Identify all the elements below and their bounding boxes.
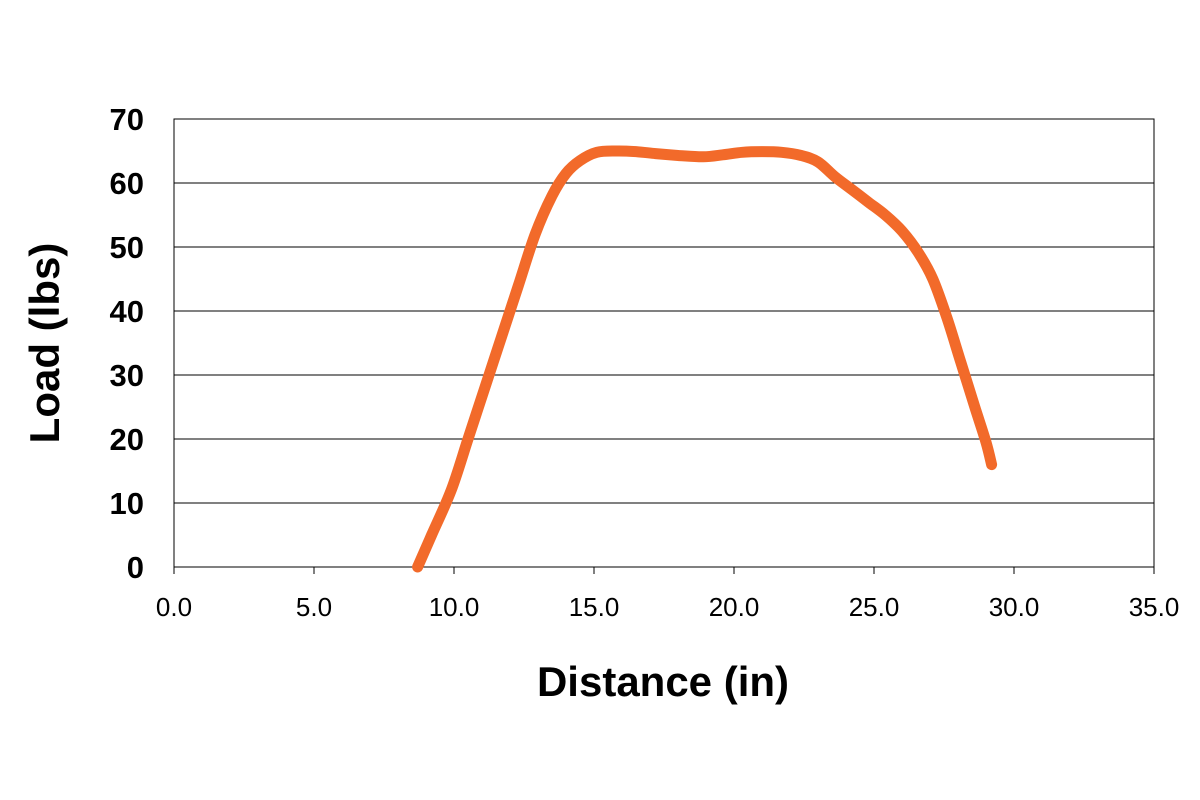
x-axis-title: Distance (in): [537, 658, 789, 705]
y-tick-label: 0: [127, 550, 144, 585]
y-tick-label: 20: [110, 422, 144, 457]
series-line-0: [412, 145, 998, 573]
y-tick-label: 10: [110, 486, 144, 521]
y-tick-label: 30: [110, 358, 144, 393]
plot-area-frame: [173, 118, 1155, 568]
y-axis-tick-labels: 0 10 20 30 40 50 60 70: [110, 102, 144, 585]
y-axis-title: Load (lbs): [21, 243, 68, 444]
x-tick-label: 10.0: [429, 592, 480, 622]
x-tick-label: 35.0: [1129, 592, 1180, 622]
x-axis-tick-labels: 0.0 5.0 10.0 15.0 20.0 25.0 30.0 35.0: [156, 567, 1179, 622]
y-tick-label: 40: [110, 294, 144, 329]
y-tick-label: 50: [110, 230, 144, 265]
y-tick-label: 60: [110, 166, 144, 201]
x-tick-label: 5.0: [296, 592, 332, 622]
x-tick-label: 15.0: [569, 592, 620, 622]
series-group: [412, 145, 998, 573]
x-tick-label: 0.0: [156, 592, 192, 622]
y-tick-label: 70: [110, 102, 144, 137]
x-tick-label: 25.0: [849, 592, 900, 622]
gridlines: [174, 118, 1154, 568]
x-tick-label: 30.0: [989, 592, 1040, 622]
x-tick-label: 20.0: [709, 592, 760, 622]
